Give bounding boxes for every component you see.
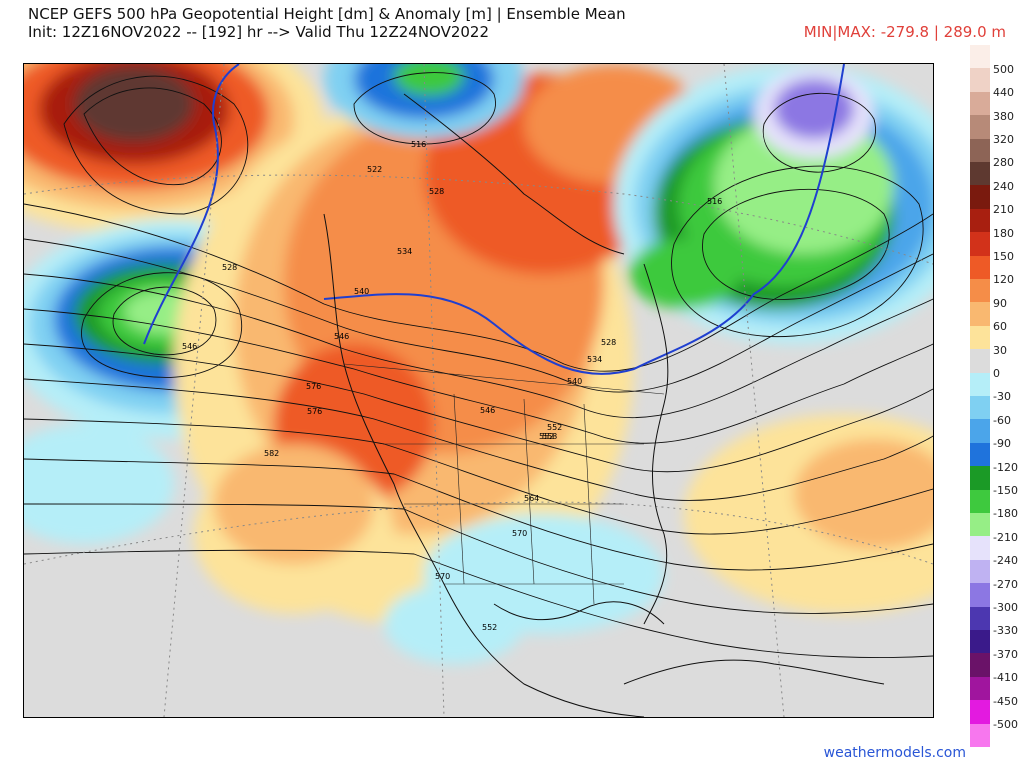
- color-scale-label: 150: [993, 249, 1014, 263]
- color-scale-label: 320: [993, 132, 1014, 146]
- political-borders: [343, 363, 665, 605]
- color-scale-swatch: [970, 466, 990, 490]
- contour-label: 576: [306, 382, 321, 391]
- color-scale-swatch: [970, 513, 990, 537]
- color-scale-label: 180: [993, 226, 1014, 240]
- color-scale-label: -120: [993, 460, 1018, 474]
- color-scale-label: 210: [993, 203, 1014, 217]
- contour-label: 534: [587, 355, 602, 364]
- contour-label: 534: [397, 247, 412, 256]
- map-canvas: 516 522 528 534 540 546 552 558 564 570 …: [24, 64, 933, 717]
- color-scale-swatch: [970, 559, 990, 584]
- color-scale-swatch: [970, 700, 990, 724]
- color-scale-swatch: [970, 255, 990, 279]
- color-scale-swatch: [970, 723, 990, 747]
- contour-label: 546: [480, 406, 495, 415]
- color-scale-swatch: [970, 583, 990, 607]
- contour-label: 570: [435, 572, 450, 581]
- color-scale-swatch: [970, 536, 990, 560]
- color-scale-label: -150: [993, 483, 1018, 497]
- highlight-contour-540: [143, 64, 845, 375]
- color-scale-swatch: [970, 606, 990, 630]
- color-scale-label: 380: [993, 109, 1014, 123]
- color-scale-label: 240: [993, 179, 1014, 193]
- color-scale-swatch: [970, 302, 990, 326]
- contour-label: 540: [567, 377, 582, 386]
- contour-label: 528: [429, 187, 444, 196]
- contour-label: 576: [307, 407, 322, 416]
- color-scale-swatch: [970, 232, 990, 256]
- color-scale-label: 280: [993, 156, 1014, 170]
- lat-lon-grid: [24, 64, 933, 717]
- color-scale-label: 60: [993, 320, 1007, 334]
- color-scale-swatch: [970, 653, 990, 677]
- anomaly-color-scale: [970, 45, 990, 747]
- color-scale-label: 500: [993, 62, 1014, 76]
- color-scale-label: -180: [993, 507, 1018, 521]
- color-scale-label: 120: [993, 273, 1014, 287]
- contour-label: 546: [182, 342, 197, 351]
- color-scale-swatch: [970, 162, 990, 186]
- color-scale-swatch: [970, 208, 990, 233]
- color-scale-swatch: [970, 91, 990, 116]
- color-scale-swatch: [970, 45, 990, 69]
- color-scale-label: 90: [993, 296, 1007, 310]
- color-scale-label: -60: [993, 413, 1011, 427]
- color-scale-label: -410: [993, 671, 1018, 685]
- color-scale-label: -450: [993, 694, 1018, 708]
- color-scale-swatch: [970, 279, 990, 303]
- contour-label: 582: [264, 449, 279, 458]
- contour-label: 516: [707, 197, 722, 206]
- map-panel[interactable]: 516 522 528 534 540 546 552 558 564 570 …: [23, 63, 934, 718]
- color-scale-swatch: [970, 442, 990, 467]
- contour-label: 552: [547, 423, 562, 432]
- contour-label: 528: [222, 263, 237, 272]
- contour-label: 546: [334, 332, 349, 341]
- coastlines: [323, 93, 885, 717]
- color-scale-swatch: [970, 372, 990, 396]
- color-scale-swatch: [970, 396, 990, 420]
- color-scale-swatch: [970, 489, 990, 513]
- contour-label: 552: [482, 623, 497, 632]
- color-scale-swatch: [970, 676, 990, 701]
- color-scale-label: -330: [993, 624, 1018, 638]
- map-subtitle: Init: 12Z16NOV2022 -- [192] hr --> Valid…: [28, 23, 490, 41]
- color-scale-swatch: [970, 68, 990, 92]
- color-scale-label: 440: [993, 86, 1014, 100]
- min-max-readout: MIN|MAX: -279.8 | 289.0 m: [803, 23, 1006, 41]
- color-scale-label: -270: [993, 577, 1018, 591]
- contour-label-group: 516 522 528 534 540 546 552 558 564 570 …: [182, 140, 722, 632]
- color-scale-label: 0: [993, 366, 1000, 380]
- color-scale-label: -300: [993, 600, 1018, 614]
- site-credit[interactable]: weathermodels.com: [823, 745, 966, 761]
- color-scale-label: -370: [993, 647, 1018, 661]
- height-contours: [24, 72, 933, 659]
- contour-label: 540: [354, 287, 369, 296]
- color-scale-swatch: [970, 349, 990, 373]
- contour-label: 570: [512, 529, 527, 538]
- color-scale-label: 30: [993, 343, 1007, 357]
- color-scale-swatch: [970, 630, 990, 654]
- color-scale-label: -500: [993, 717, 1018, 731]
- contour-label: 558: [542, 432, 557, 441]
- contour-label: 528: [601, 338, 616, 347]
- color-scale-swatch: [970, 138, 990, 162]
- color-scale-swatch: [970, 325, 990, 350]
- contour-label: 552: [539, 432, 554, 441]
- color-scale-label: -210: [993, 530, 1018, 544]
- color-scale-label: -240: [993, 554, 1018, 568]
- contour-label: 564: [524, 494, 539, 503]
- color-scale-swatch: [970, 185, 990, 209]
- map-title: NCEP GEFS 500 hPa Geopotential Height [d…: [28, 5, 626, 23]
- color-scale-label: -90: [993, 437, 1011, 451]
- contour-label: 516: [411, 140, 426, 149]
- contour-label: 522: [367, 165, 382, 174]
- color-scale-label: -30: [993, 390, 1011, 404]
- color-scale-swatch: [970, 419, 990, 443]
- color-scale-swatch: [970, 115, 990, 139]
